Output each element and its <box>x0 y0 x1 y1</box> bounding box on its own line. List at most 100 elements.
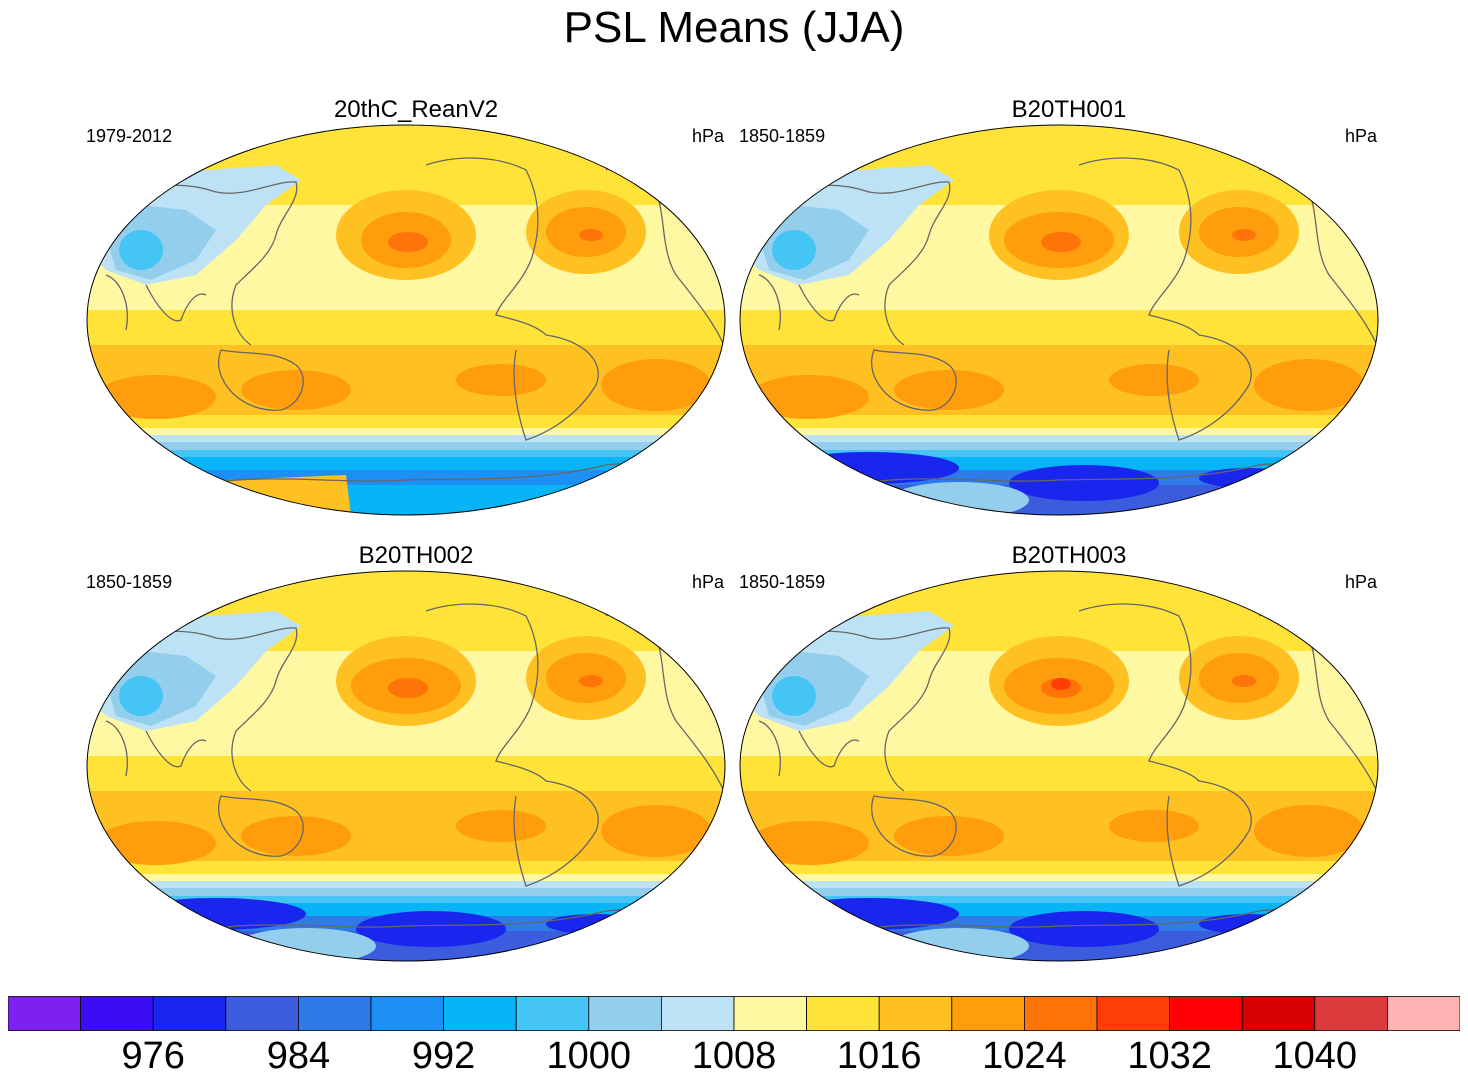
pressure-band <box>740 881 1378 888</box>
colorbar-box <box>443 996 517 1031</box>
map-panel-b20th003: B20TH003 1850-1859 hPa <box>739 542 1399 976</box>
colorbar-box <box>225 996 299 1031</box>
pressure-band <box>87 275 725 310</box>
pressure-band <box>740 442 1378 450</box>
colorbar <box>8 996 1460 1031</box>
low-center <box>1009 465 1159 501</box>
pacific-high-center <box>1041 232 1081 252</box>
colorbar-box <box>152 996 227 1031</box>
pressure-band <box>740 721 1378 756</box>
pressure-band <box>740 428 1378 435</box>
colorbar-box <box>297 996 372 1031</box>
coastline-asia <box>758 181 951 346</box>
colorbar-tick-label: 1000 <box>546 1035 632 1077</box>
high-pressure-cell <box>96 821 216 865</box>
colorbar-box <box>951 996 1025 1031</box>
high-pressure-cell <box>1109 810 1199 842</box>
pressure-band <box>87 896 725 903</box>
coastline-australia <box>870 349 957 411</box>
pacific-high-peak <box>1051 678 1071 690</box>
colorbar-labels: 976 984 992 1000 1008 1016 1024 1032 1040 <box>8 1034 1460 1078</box>
panel-units: hPa <box>1344 572 1377 592</box>
pressure-band <box>740 861 1378 874</box>
high-pressure-cell <box>241 370 351 410</box>
pressure-band <box>740 874 1378 881</box>
atlantic-high-center <box>1232 229 1256 241</box>
pressure-band <box>740 756 1378 791</box>
high-pressure-cell <box>749 375 869 419</box>
psl-map <box>739 570 1379 962</box>
map-border <box>739 124 1379 516</box>
high-pressure-cell <box>1254 805 1364 857</box>
pressure-band <box>87 485 725 515</box>
pressure-band <box>87 874 725 881</box>
psl-map <box>739 124 1379 516</box>
pressure-band <box>740 275 1378 310</box>
colorbar-tick-label: 1032 <box>1127 1035 1212 1077</box>
panel-period: 1979-2012 <box>86 126 173 146</box>
high-pressure-cell <box>456 810 546 842</box>
colorbar-box <box>661 996 735 1031</box>
pacific-high-center <box>388 678 428 698</box>
pressure-band <box>87 721 725 756</box>
colorbar-box <box>1169 996 1243 1031</box>
asian-low-center <box>119 676 163 716</box>
colorbar-box <box>1314 996 1388 1031</box>
coastline-asia <box>758 627 951 792</box>
high-pressure-cell <box>894 816 1004 856</box>
psl-map <box>86 570 726 962</box>
colorbar-box <box>806 996 880 1031</box>
colorbar-box <box>878 996 953 1031</box>
high-pressure-cell <box>601 805 711 857</box>
antarctic-high <box>221 475 351 515</box>
coastline-americas <box>1078 603 1252 887</box>
colorbar-box <box>733 996 807 1031</box>
high-pressure-cell <box>894 370 1004 410</box>
pressure-band <box>740 435 1378 442</box>
coastline-australia <box>217 349 304 411</box>
pressure-band <box>87 756 725 791</box>
pressure-band <box>87 457 725 470</box>
colorbar-tick-label: 1040 <box>1272 1035 1358 1077</box>
colorbar-boxes <box>8 996 1460 1031</box>
panel-period: 1850-1859 <box>86 572 173 592</box>
pressure-band <box>740 450 1378 457</box>
pressure-band <box>87 415 725 428</box>
coastline-americas <box>425 603 599 887</box>
asian-low-center <box>772 676 816 716</box>
pacific-high-center <box>388 232 428 252</box>
high-pressure-cell <box>749 821 869 865</box>
colorbar-box <box>370 996 444 1031</box>
pressure-band <box>87 881 725 888</box>
panel-period: 1850-1859 <box>739 572 826 592</box>
pressure-band <box>740 310 1378 345</box>
panel-units: hPa <box>691 126 724 146</box>
panel-period: 1850-1859 <box>739 126 826 146</box>
high-pressure-cell <box>1254 359 1364 411</box>
pressure-band <box>740 896 1378 903</box>
pressure-band <box>87 435 725 442</box>
low-center <box>1199 468 1299 488</box>
low-center <box>1009 911 1159 947</box>
map-border <box>86 124 726 516</box>
colorbar-tick-label: 976 <box>121 1035 185 1077</box>
colorbar-tick-label: 1016 <box>836 1035 922 1077</box>
pressure-band <box>740 888 1378 896</box>
colorbar-tick-label: 1024 <box>982 1035 1067 1077</box>
asian-low-center <box>119 230 163 270</box>
high-pressure-cell <box>601 359 711 411</box>
coastline-australia <box>217 795 304 857</box>
pressure-band <box>87 310 725 345</box>
pressure-band <box>87 861 725 874</box>
atlantic-high-center <box>579 675 603 687</box>
pressure-band <box>87 442 725 450</box>
coastline-americas <box>425 157 599 441</box>
high-pressure-cell <box>241 816 351 856</box>
map-panel-b20th002: B20TH002 1850-1859 hPa <box>86 542 746 976</box>
asian-low-center <box>772 230 816 270</box>
high-pressure-cell <box>456 364 546 396</box>
pressure-band <box>87 888 725 896</box>
colorbar-box <box>1387 996 1460 1031</box>
low-center <box>356 911 506 947</box>
panel-title: B20TH001 <box>1011 96 1127 123</box>
